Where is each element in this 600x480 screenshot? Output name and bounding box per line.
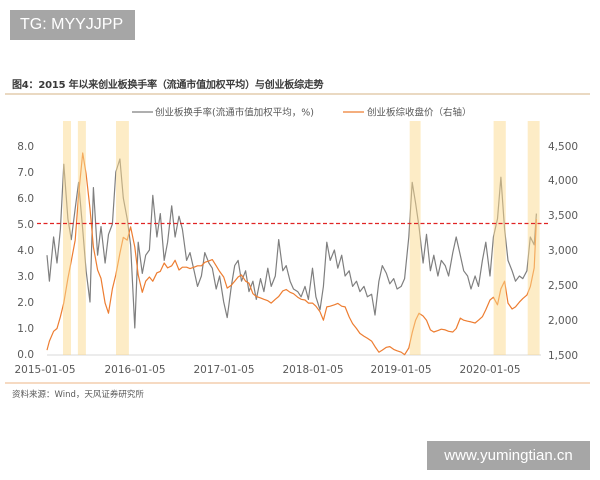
y-right-tick: 4,000	[548, 175, 578, 187]
highlight-band	[63, 121, 71, 355]
y-left-tick: 2.0	[17, 297, 34, 309]
y-right-tick: 3,500	[548, 210, 578, 222]
y-right-tick: 4,500	[548, 141, 578, 153]
title-divider	[5, 93, 590, 95]
y-right-tick: 2,000	[548, 315, 578, 327]
watermark-badge-top-left: TG: MYYJJPP	[10, 10, 135, 40]
highlight-band	[77, 121, 86, 355]
y-right-tick: 2,500	[548, 280, 578, 292]
x-tick: 2020-01-05	[459, 364, 520, 376]
highlight-band	[493, 121, 506, 355]
y-left-tick: 4.0	[17, 245, 34, 257]
highlight-band	[409, 121, 421, 355]
y-axis-right: 1,500 2,000 2,500 3,000 3,500 4,000 4,50…	[548, 141, 578, 362]
y-left-tick: 6.0	[17, 193, 34, 205]
x-tick: 2015-01-05	[14, 364, 75, 376]
footer-divider	[5, 382, 590, 384]
highlight-bands	[63, 121, 540, 355]
x-axis: 2015-01-05 2016-01-05 2017-01-05 2018-01…	[14, 364, 520, 376]
legend-label-turnover: 创业板换手率(流通市值加权平均，%)	[155, 107, 314, 119]
highlight-band	[527, 121, 540, 355]
highlight-band	[116, 121, 129, 355]
source-note: 资料来源：Wind，天风证券研究所	[12, 390, 144, 400]
y-right-tick: 1,500	[548, 350, 578, 362]
legend-label-index: 创业板综收盘价（右轴）	[367, 107, 472, 119]
y-axis-left: 0.0 1.0 2.0 3.0 4.0 5.0 6.0 7.0 8.0	[17, 141, 34, 361]
y-left-tick: 7.0	[17, 167, 34, 179]
watermark-badge-bottom-right: www.yumingtian.cn	[427, 441, 590, 470]
x-tick: 2018-01-05	[282, 364, 343, 376]
figure-title: 图4：2015 年以来创业板换手率（流通市值加权平均）与创业板综走势	[12, 80, 324, 91]
y-left-tick: 5.0	[17, 219, 34, 231]
y-left-tick: 8.0	[17, 141, 34, 153]
y-right-tick: 3,000	[548, 245, 578, 257]
x-tick: 2016-01-05	[104, 364, 165, 376]
y-left-tick: 3.0	[17, 271, 34, 283]
x-tick: 2017-01-05	[193, 364, 254, 376]
chart-legend: 创业板换手率(流通市值加权平均，%) 创业板综收盘价（右轴）	[132, 107, 472, 119]
y-left-tick: 0.0	[17, 349, 34, 361]
y-left-tick: 1.0	[17, 323, 34, 335]
x-tick: 2019-01-05	[370, 364, 431, 376]
